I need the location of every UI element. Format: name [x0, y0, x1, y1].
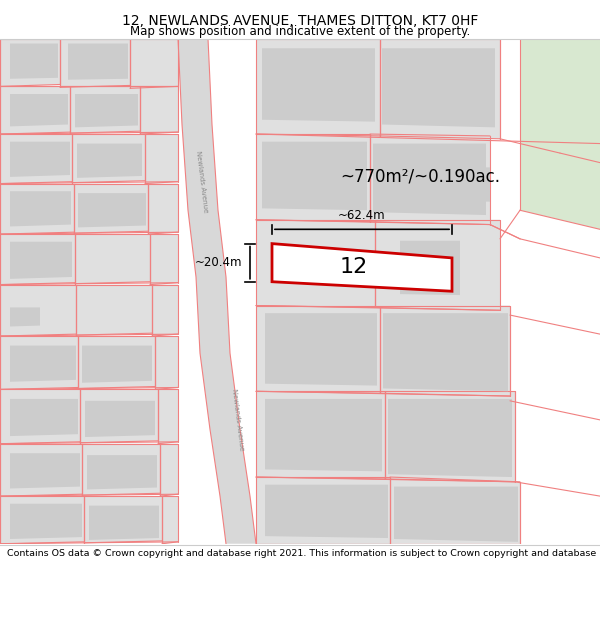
- Polygon shape: [10, 346, 76, 382]
- Polygon shape: [80, 389, 158, 442]
- Polygon shape: [256, 477, 390, 544]
- Polygon shape: [162, 496, 178, 544]
- Polygon shape: [68, 44, 128, 80]
- Polygon shape: [272, 244, 452, 291]
- Polygon shape: [500, 239, 600, 420]
- Polygon shape: [373, 144, 486, 215]
- Polygon shape: [0, 39, 60, 86]
- Polygon shape: [262, 142, 367, 210]
- Polygon shape: [75, 94, 138, 128]
- Polygon shape: [256, 306, 380, 393]
- Polygon shape: [160, 444, 178, 496]
- Polygon shape: [256, 39, 380, 136]
- Polygon shape: [388, 399, 512, 477]
- Text: ~62.4m: ~62.4m: [338, 209, 386, 222]
- Polygon shape: [0, 86, 70, 134]
- Polygon shape: [158, 389, 178, 444]
- Polygon shape: [265, 313, 377, 386]
- Polygon shape: [130, 39, 178, 88]
- Polygon shape: [152, 284, 178, 336]
- Polygon shape: [256, 391, 385, 479]
- Polygon shape: [10, 94, 68, 126]
- Polygon shape: [150, 234, 178, 284]
- Polygon shape: [380, 39, 500, 139]
- Polygon shape: [380, 306, 510, 396]
- Polygon shape: [382, 48, 495, 128]
- Polygon shape: [70, 86, 140, 133]
- Polygon shape: [0, 134, 72, 184]
- Polygon shape: [85, 401, 155, 437]
- Polygon shape: [10, 308, 40, 326]
- Polygon shape: [74, 184, 148, 233]
- Polygon shape: [10, 142, 70, 177]
- Polygon shape: [145, 134, 178, 184]
- Polygon shape: [445, 168, 490, 202]
- Polygon shape: [178, 39, 256, 544]
- Polygon shape: [394, 487, 518, 542]
- Polygon shape: [148, 184, 178, 234]
- Text: 12, NEWLANDS AVENUE, THAMES DITTON, KT7 0HF: 12, NEWLANDS AVENUE, THAMES DITTON, KT7 …: [122, 14, 478, 28]
- Polygon shape: [390, 168, 430, 202]
- Polygon shape: [89, 506, 159, 540]
- Polygon shape: [390, 477, 520, 544]
- Polygon shape: [76, 284, 152, 335]
- Polygon shape: [10, 399, 78, 436]
- Polygon shape: [10, 242, 72, 279]
- Text: Map shows position and indicative extent of the property.: Map shows position and indicative extent…: [130, 26, 470, 38]
- Polygon shape: [60, 39, 130, 88]
- Text: Contains OS data © Crown copyright and database right 2021. This information is : Contains OS data © Crown copyright and d…: [7, 549, 600, 558]
- Text: ~770m²/~0.190ac.: ~770m²/~0.190ac.: [340, 168, 500, 186]
- Polygon shape: [0, 444, 82, 496]
- Polygon shape: [256, 134, 370, 222]
- Polygon shape: [520, 39, 600, 229]
- Polygon shape: [0, 389, 80, 444]
- Polygon shape: [10, 504, 82, 539]
- Polygon shape: [140, 86, 178, 134]
- Polygon shape: [78, 193, 146, 228]
- Polygon shape: [500, 39, 600, 258]
- Polygon shape: [10, 191, 71, 226]
- Polygon shape: [77, 144, 142, 178]
- Polygon shape: [75, 234, 150, 284]
- Text: ~20.4m: ~20.4m: [194, 256, 242, 269]
- Text: Newlands Avenue: Newlands Avenue: [195, 151, 209, 213]
- Polygon shape: [400, 241, 460, 295]
- Polygon shape: [0, 284, 76, 336]
- Polygon shape: [385, 391, 515, 482]
- Polygon shape: [383, 313, 508, 391]
- Polygon shape: [0, 336, 78, 389]
- Polygon shape: [0, 496, 84, 544]
- Polygon shape: [510, 401, 600, 544]
- Polygon shape: [265, 484, 388, 538]
- Polygon shape: [370, 134, 490, 224]
- Polygon shape: [375, 220, 500, 310]
- Polygon shape: [256, 220, 375, 308]
- Polygon shape: [82, 444, 160, 495]
- Polygon shape: [262, 48, 375, 122]
- Polygon shape: [265, 399, 382, 471]
- Polygon shape: [72, 134, 145, 182]
- Polygon shape: [155, 336, 178, 389]
- Polygon shape: [0, 184, 74, 234]
- Polygon shape: [82, 346, 152, 382]
- Polygon shape: [10, 453, 80, 489]
- Text: 12: 12: [340, 258, 368, 278]
- Polygon shape: [87, 455, 157, 489]
- Polygon shape: [10, 44, 58, 79]
- Polygon shape: [0, 234, 75, 284]
- Polygon shape: [84, 496, 162, 542]
- Text: Newlands Avenue: Newlands Avenue: [231, 389, 245, 451]
- Polygon shape: [78, 336, 155, 389]
